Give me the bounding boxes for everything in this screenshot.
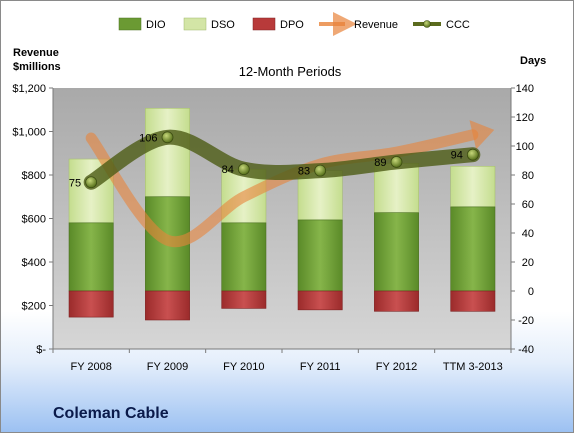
legend-item-dio: DIO (118, 17, 166, 31)
x-axis-category-label-2: FY 2010 (223, 361, 264, 373)
right-axis-tick-label-6: 80 (522, 170, 534, 182)
ccc-point-1 (161, 131, 174, 144)
x-axis-category-label-4: FY 2012 (376, 361, 417, 373)
left-axis-tick-label-4: $800 (22, 170, 46, 182)
ccc-data-label-0: 75 (69, 177, 81, 189)
legend-item-revenue: Revenue (319, 12, 398, 36)
revenue-line-layer (85, 120, 495, 248)
bar-dio-0 (68, 222, 114, 292)
left-axis-title-line2: $millions (13, 61, 61, 73)
left-axis-tick-label-5: $1,000 (12, 127, 46, 139)
left-axis-tick-label-6: $1,200 (12, 83, 46, 95)
x-axis-category-label-0: FY 2008 (70, 361, 111, 373)
legend-item-ccc: CCC (413, 19, 470, 31)
bar-dio-3 (297, 219, 343, 292)
legend-swatch-ccc-marker (423, 20, 431, 28)
legend-item-dpo: DPO (252, 17, 304, 31)
legend-label-ccc: CCC (446, 19, 470, 31)
legend-swatch-dio (118, 17, 142, 31)
left-axis-tick-label-3: $600 (22, 214, 46, 226)
right-axis-tick-label-7: 100 (516, 141, 534, 153)
left-axis-tick-label-2: $400 (22, 257, 46, 269)
bar-dpo-1 (145, 290, 190, 321)
right-axis-tick-label-1: -20 (518, 315, 534, 327)
bar-dpo-0 (68, 290, 114, 318)
chart-subtitle: 12-Month Periods (239, 64, 342, 79)
ccc-point-0 (85, 176, 98, 189)
ccc-point-5 (466, 148, 479, 161)
revenue-arrowhead (469, 120, 495, 150)
x-axis-category-label-1: FY 2009 (147, 361, 188, 373)
right-axis-tick-label-0: -40 (518, 344, 534, 356)
x-axis-category-label-3: FY 2011 (300, 361, 341, 373)
bar-dso-5 (450, 166, 496, 208)
ccc-point-2 (237, 163, 250, 176)
bar-dio-2 (221, 222, 267, 292)
right-axis-tick-label-2: 0 (528, 286, 534, 298)
bar-dso-4 (374, 163, 419, 213)
legend-label-dso: DSO (211, 19, 235, 31)
legend-label-dpo: DPO (280, 19, 304, 31)
legend: DIO DSO DPO Revenue CCC (118, 12, 470, 36)
bar-dpo-3 (297, 290, 343, 311)
right-axis-tick-label-3: 20 (522, 257, 534, 269)
bar-dpo-5 (450, 290, 496, 312)
bar-dso-1 (145, 108, 190, 198)
ccc-data-label-5: 94 (451, 150, 463, 162)
ccc-data-label-1: 106 (139, 132, 157, 144)
x-axis-category-label-5: TTM 3-2013 (443, 361, 503, 373)
left-axis-title-line1: Revenue (13, 47, 59, 59)
bar-dpo-2 (221, 290, 267, 309)
right-axis-tick-label-9: 140 (516, 83, 534, 95)
legend-swatch-dpo (252, 17, 276, 31)
bar-dio-5 (450, 206, 496, 292)
bar-dpo-4 (374, 290, 419, 312)
ccc-data-label-4: 89 (374, 157, 386, 169)
plot-area (53, 88, 511, 349)
legend-swatch-dso (183, 17, 207, 31)
bar-dio-4 (374, 212, 419, 292)
right-axis-title: Days (520, 55, 546, 67)
right-axis-tick-label-5: 60 (522, 199, 534, 211)
legend-label-revenue: Revenue (354, 19, 398, 31)
axes-layer: $- $200 $400 $600 $800 $1,000 $1,200 -40 -20 0 20 4… (12, 83, 534, 373)
right-axis-tick-label-4: 40 (522, 228, 534, 240)
left-axis-tick-label-1: $200 (22, 301, 46, 313)
right-axis-tick-label-8: 120 (516, 112, 534, 124)
left-axis-tick-label-0: $- (36, 344, 46, 356)
ccc-point-4 (390, 156, 403, 168)
ccc-line-layer: 75 106 84 83 89 94 (69, 129, 481, 190)
company-name: Coleman Cable (53, 405, 169, 422)
ccc-data-label-2: 84 (222, 164, 234, 176)
ccc-data-label-3: 83 (298, 166, 310, 178)
revenue-line (85, 129, 479, 248)
legend-item-dso: DSO (183, 17, 235, 31)
legend-label-dio: DIO (146, 19, 166, 31)
ccc-point-3 (314, 164, 327, 177)
